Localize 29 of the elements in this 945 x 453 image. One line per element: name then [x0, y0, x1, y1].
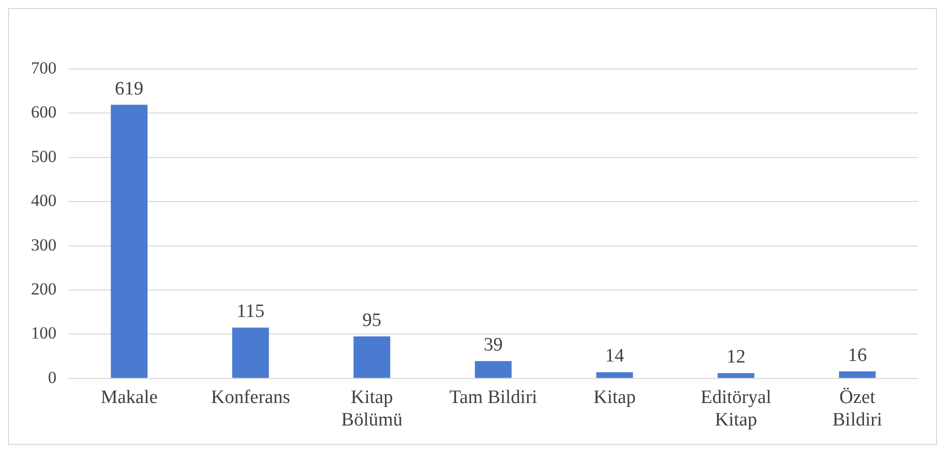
data-label: 39 [484, 334, 503, 356]
y-tick-label: 400 [31, 191, 56, 210]
data-label: 619 [114, 78, 144, 100]
x-tick-label: Özet Bildiri [832, 386, 882, 431]
bar [474, 361, 512, 378]
bar [232, 328, 269, 378]
y-tick-label: 100 [31, 324, 56, 343]
y-tick-label: 200 [31, 279, 56, 298]
data-label: 14 [605, 346, 625, 367]
data-label: 16 [848, 344, 867, 366]
y-tick-label: 300 [31, 235, 56, 254]
x-tick-label: Kitap Bölümü [341, 386, 404, 431]
data-label: 115 [236, 301, 264, 322]
bar [110, 104, 148, 378]
x-tick-label: Makale [100, 386, 158, 408]
y-tick-label: 500 [31, 146, 56, 166]
y-tick-label: 0 [48, 368, 56, 387]
bar [718, 373, 754, 378]
x-tick-label: Editöryal Kitap [700, 386, 772, 431]
data-label: 95 [362, 310, 382, 331]
bar [838, 371, 876, 378]
x-tick-label: Konferans [210, 386, 290, 408]
bar [354, 336, 390, 378]
y-tick-label: 700 [31, 58, 56, 78]
x-tick-label: Tam Bildiri [449, 386, 538, 408]
bar [596, 372, 633, 378]
y-tick-label: 600 [31, 102, 56, 122]
data-label: 12 [726, 346, 746, 368]
x-tick-label: Kitap [594, 386, 636, 408]
